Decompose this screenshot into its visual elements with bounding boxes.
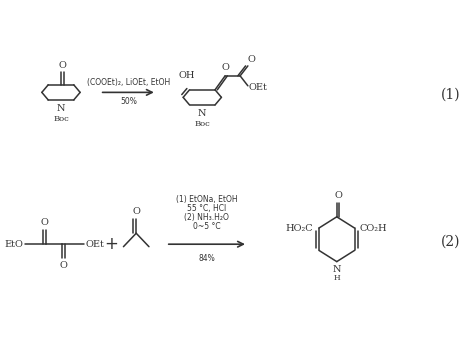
Text: O: O (41, 218, 48, 227)
Text: O: O (334, 191, 342, 200)
Text: (2): (2) (441, 235, 460, 249)
Text: Boc: Boc (194, 120, 210, 128)
Text: OH: OH (179, 71, 195, 80)
Text: OEt: OEt (85, 240, 104, 249)
Text: 84%: 84% (199, 254, 215, 263)
Text: 55 °C, HCl: 55 °C, HCl (187, 204, 227, 213)
Text: Boc: Boc (53, 115, 69, 123)
Text: 50%: 50% (120, 97, 137, 106)
Text: CO₂H: CO₂H (360, 223, 388, 233)
Text: 0~5 °C: 0~5 °C (193, 222, 221, 231)
Text: (COOEt)₂, LiOEt, EtOH: (COOEt)₂, LiOEt, EtOH (87, 78, 170, 87)
Text: EtO: EtO (4, 240, 23, 249)
Text: O: O (248, 55, 256, 64)
Text: H: H (333, 274, 340, 281)
Text: O: O (221, 63, 229, 72)
Text: N: N (57, 104, 65, 113)
Text: N: N (198, 109, 207, 118)
Text: OEt: OEt (248, 83, 267, 92)
Text: O: O (60, 261, 68, 270)
Text: N: N (332, 264, 341, 274)
Text: O: O (132, 207, 140, 216)
Text: (2) NH₃.H₂O: (2) NH₃.H₂O (184, 213, 229, 222)
Text: O: O (58, 61, 66, 70)
Text: HO₂C: HO₂C (286, 223, 313, 233)
Text: (1): (1) (441, 88, 461, 102)
Text: (1) EtONa, EtOH: (1) EtONa, EtOH (176, 195, 237, 204)
Text: +: + (104, 235, 118, 253)
